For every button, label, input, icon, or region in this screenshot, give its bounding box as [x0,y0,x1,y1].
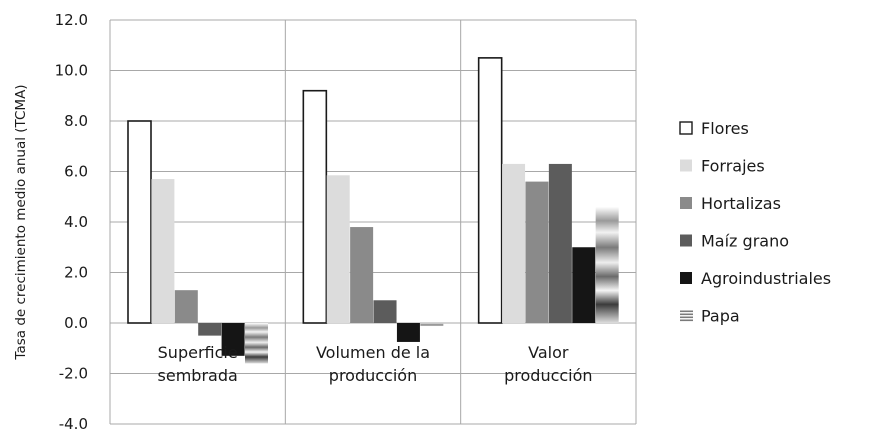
y-tick-label: 4.0 [64,213,88,231]
legend-item: Hortalizas [680,194,781,213]
legend-label: Hortalizas [701,194,781,213]
legend-item: Flores [679,119,749,138]
category-label: Superficie [158,343,238,362]
y-tick-label: 6.0 [64,163,88,181]
y-axis-label: Tasa de crecimiento medio anual (TCMA) [13,84,29,360]
y-tick-label: 8.0 [64,112,88,130]
bar-forrajes [502,163,526,323]
bar-forrajes [151,179,175,323]
legend-item: Forrajes [680,157,765,176]
category-label: producción [504,366,592,385]
legend-swatch [679,121,693,135]
legend-swatch [680,159,692,172]
y-tick-label: 12.0 [55,11,88,29]
legend-item: Agroindustriales [680,269,831,288]
legend-swatch [680,272,692,284]
bar-papa [420,323,444,327]
y-tick-label: 0.0 [64,314,88,332]
plot-area: 12.0 10.0 8.0 6.0 4.0 2.0 0.0 -2.0 -4.0 Superfici… [13,11,637,431]
legend-label: Flores [701,119,749,138]
legend-label: Maíz grano [701,232,789,251]
bar-hortalizas [350,227,374,323]
legend: Flores Forrajes Hortalizas Maíz grano Agroin… [679,119,831,326]
legend-item: Maíz grano [680,232,789,251]
bar-papa [245,323,268,364]
bar-flores [127,120,152,324]
category-label: sembrada [158,366,238,385]
bar-maiz-grano [373,300,397,323]
category-label: Valor [528,343,569,362]
legend-item: Papa [680,307,740,326]
category-label: producción [329,366,417,385]
bar-forrajes [326,175,350,323]
bar-agroindustriales [221,323,245,356]
y-tick-label: 2.0 [64,264,88,282]
bar-flores [477,57,503,324]
y-tick-label: -4.0 [59,415,88,431]
legend-label: Agroindustriales [701,269,831,288]
legend-label: Forrajes [701,157,765,176]
legend-swatch [680,310,693,322]
bar-maiz-grano [198,323,222,336]
y-tick-label: -2.0 [59,365,88,383]
bar-flores [302,89,328,324]
bar-maiz-grano [548,163,572,323]
bar-hortalizas [174,290,198,323]
bar-agroindustriales [396,323,420,342]
legend-swatch [680,197,692,209]
category-label: Volumen de la [316,343,430,362]
bar-papa [595,206,619,323]
bar-hortalizas [525,181,549,323]
legend-swatch [680,234,692,247]
legend-label: Papa [701,307,740,326]
bar-agroindustriales [572,247,596,323]
y-tick-label: 10.0 [55,62,88,80]
